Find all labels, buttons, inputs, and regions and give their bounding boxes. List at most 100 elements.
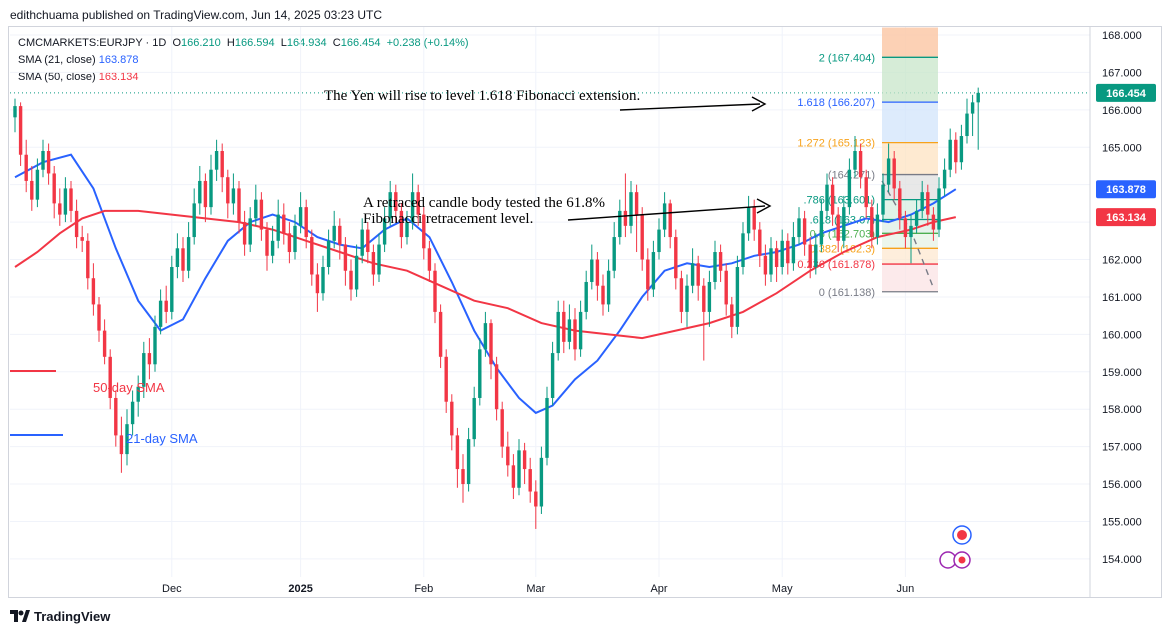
candle	[707, 270, 712, 327]
candle	[774, 240, 779, 282]
footer-brand[interactable]: TradingView	[10, 609, 110, 625]
candle-body	[864, 177, 868, 208]
candle	[556, 300, 560, 361]
candle	[427, 240, 432, 282]
candle	[461, 454, 465, 503]
candle-body	[198, 180, 202, 204]
candle-body	[937, 188, 941, 230]
candle-body	[80, 237, 84, 241]
sma21-legend-row[interactable]: SMA (21, close) 163.878	[18, 52, 469, 69]
candle-body	[46, 151, 51, 174]
candle	[102, 319, 107, 365]
candle	[858, 143, 863, 189]
candle	[752, 199, 756, 241]
price-badge	[1096, 208, 1156, 227]
candle-body	[500, 409, 504, 447]
candle-body	[58, 203, 62, 215]
candle-body	[461, 469, 465, 485]
candle	[819, 199, 824, 253]
candle-body	[875, 214, 880, 238]
candle-body	[35, 169, 40, 200]
candle-body	[814, 244, 818, 268]
candle	[500, 401, 504, 458]
candle-body	[842, 207, 846, 241]
candle-body	[534, 491, 538, 507]
candle-body	[954, 139, 958, 163]
candle	[746, 195, 751, 241]
candle-body	[265, 229, 269, 256]
candle	[52, 165, 56, 219]
candle-body	[662, 203, 667, 230]
candle	[74, 199, 79, 249]
candle-body	[52, 173, 56, 204]
candle	[287, 222, 292, 264]
candles	[13, 87, 980, 529]
candle	[192, 188, 196, 245]
fib-level-label: 0 (161.138)	[819, 287, 875, 299]
candle-body	[808, 244, 812, 268]
candle	[466, 427, 471, 492]
candle-body	[63, 188, 68, 215]
candle	[842, 195, 846, 249]
candle	[332, 210, 336, 249]
candle	[58, 188, 62, 226]
candle-body	[886, 158, 891, 185]
candle-body	[427, 248, 432, 271]
candle-body	[914, 210, 919, 226]
candle-body	[802, 218, 807, 245]
candle-body	[567, 319, 572, 342]
candle	[450, 394, 454, 451]
candle	[186, 222, 191, 279]
annotation-retrace-line1: A retraced candle body tested the 61.8%	[363, 195, 605, 211]
candle	[814, 233, 818, 275]
fib-level-label: 1.618 (166.207)	[797, 97, 875, 109]
ohlc-row: CMCMARKETS:EURJPY · 1D O166.210 H166.594…	[18, 35, 469, 52]
candle	[926, 184, 930, 226]
candle-body	[259, 199, 264, 230]
fib-level-label: 2 (167.404)	[819, 52, 875, 64]
candle-body	[920, 192, 924, 211]
fib-zone	[882, 233, 938, 249]
candle-body	[293, 225, 297, 253]
candle-body	[315, 274, 320, 294]
candle-body	[690, 263, 695, 286]
candle	[937, 177, 941, 238]
chart-legend: CMCMARKETS:EURJPY · 1D O166.210 H166.594…	[18, 35, 469, 86]
candle	[612, 222, 616, 279]
y-tick-label: 158.000	[1102, 404, 1142, 416]
sma50-legend-row[interactable]: SMA (50, close) 163.134	[18, 69, 469, 86]
price-badge-label: 166.454	[1106, 88, 1147, 100]
fib-zone	[882, 57, 938, 103]
candle-body	[584, 281, 588, 312]
candle	[214, 139, 219, 181]
symbol-label[interactable]: CMCMARKETS:EURJPY · 1D	[18, 37, 167, 49]
candle	[769, 237, 773, 282]
candle-body	[578, 311, 583, 350]
candle-body	[41, 151, 45, 170]
candle	[472, 386, 476, 447]
candle-body	[24, 154, 28, 181]
candle	[63, 177, 68, 223]
candle	[718, 244, 723, 282]
candle-body	[522, 450, 527, 470]
price-badge-label: 163.134	[1106, 212, 1147, 224]
y-tick-label: 155.000	[1102, 516, 1142, 528]
candle-body	[164, 300, 168, 312]
candle-body	[478, 349, 482, 398]
event-icon-dot	[958, 556, 966, 564]
candle	[158, 289, 163, 335]
candle	[30, 165, 34, 211]
candle	[237, 180, 241, 234]
publisher-line: edithchuama published on TradingView.com…	[10, 8, 383, 22]
candle	[198, 165, 202, 215]
candle	[578, 300, 583, 357]
candle-body	[209, 169, 213, 208]
candle-body	[763, 255, 768, 275]
y-tick-label: 162.000	[1102, 255, 1142, 267]
candle	[293, 214, 297, 260]
candle	[41, 139, 45, 178]
x-tick-label: Apr	[650, 583, 667, 595]
candle-body	[343, 244, 348, 271]
candle-body	[825, 184, 829, 211]
